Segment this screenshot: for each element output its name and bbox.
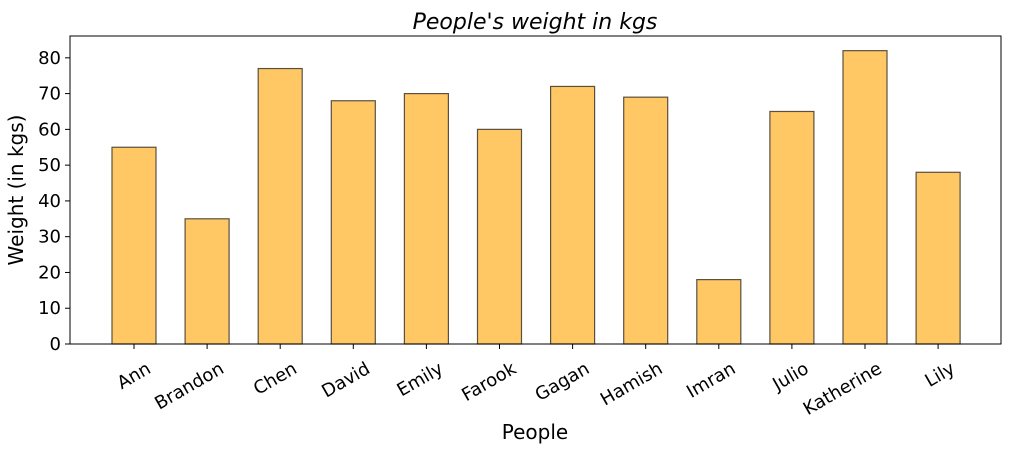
x-tick-label: Katherine: [800, 358, 886, 420]
bar-ann: [111, 146, 157, 345]
bar-david: [330, 100, 376, 345]
bar-farook: [476, 128, 523, 345]
bar-lily: [915, 171, 961, 345]
bar-brandon: [184, 218, 230, 345]
x-tick-label: Emily: [393, 358, 447, 401]
chart-title: People's weight in kgs: [413, 10, 658, 35]
plot-frame: [69, 35, 1002, 345]
y-tick-label: 30: [38, 227, 61, 248]
x-tick-label: Brandon: [151, 358, 227, 414]
x-tick-label: Farook: [458, 358, 520, 406]
x-tick-label: Julio: [768, 358, 812, 396]
y-tick-label: 80: [38, 48, 61, 69]
bar-hamish: [623, 96, 669, 345]
y-axis-ticks: 0 10 20 30 40 50 60 70 80: [38, 48, 70, 355]
y-tick-label: 60: [38, 119, 61, 140]
x-tick-label: Ann: [114, 358, 155, 394]
y-tick-label: 0: [50, 334, 61, 355]
bar-imran: [696, 279, 742, 345]
x-tick-label: Gagan: [532, 358, 593, 406]
y-axis-label: Weight (in kgs): [4, 115, 28, 266]
y-tick-label: 50: [38, 155, 61, 176]
bar-gagan: [549, 85, 596, 345]
x-tick-label: Chen: [250, 358, 301, 399]
x-tick-label: David: [318, 358, 374, 402]
y-tick-label: 70: [38, 84, 61, 105]
y-tick-label: 10: [38, 298, 61, 319]
bar-chen: [257, 67, 303, 345]
bars-group: [111, 50, 961, 345]
y-tick-label: 20: [38, 262, 61, 283]
x-tick-label: Hamish: [597, 358, 666, 410]
bar-julio: [769, 110, 815, 345]
bar-emily: [403, 92, 449, 345]
y-tick-label: 40: [38, 191, 61, 212]
x-tick-label: Lily: [922, 358, 959, 392]
x-axis-label: People: [502, 420, 568, 444]
x-tick-label: Imran: [683, 358, 739, 403]
bar-katherine: [842, 50, 888, 345]
